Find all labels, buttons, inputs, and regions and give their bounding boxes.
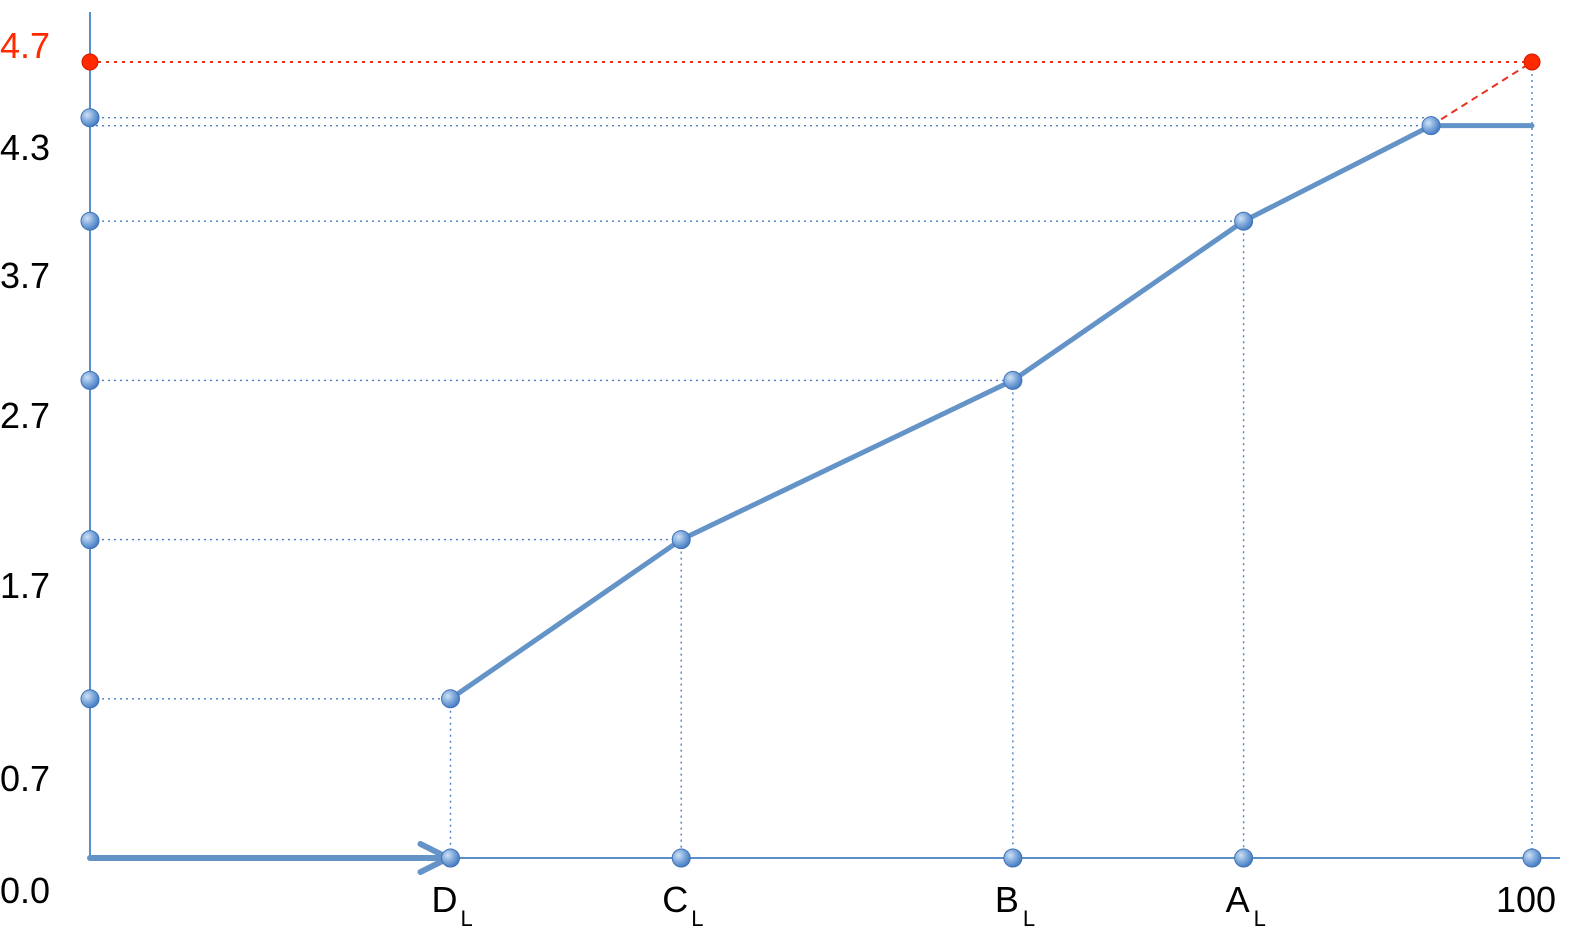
x-tick-label: D xyxy=(432,879,458,920)
y-axis-marker-highlight xyxy=(81,53,99,71)
axes xyxy=(87,12,1560,875)
x-tick-label: C xyxy=(662,879,688,920)
y-tick-label: 3.7 xyxy=(0,255,50,296)
x-tick-label-subscript: L xyxy=(691,906,703,931)
extension-point xyxy=(1523,53,1541,71)
guide-lines xyxy=(90,61,1533,858)
y-tick-label: 1.7 xyxy=(0,565,50,606)
labels-layer: 0.00.71.72.73.74.34.7D L C L B L A L 100 xyxy=(0,25,1556,931)
y-axis-marker xyxy=(80,689,100,709)
y-axis-marker xyxy=(80,370,100,390)
y-tick-label: 0.7 xyxy=(0,758,50,799)
y-axis-marker xyxy=(80,530,100,550)
x-tick-label-subscript: L xyxy=(461,906,473,931)
markers-layer xyxy=(80,53,1542,868)
series-layer xyxy=(448,61,1535,702)
y-axis-marker xyxy=(80,108,100,128)
series-line xyxy=(448,123,1535,702)
x-axis-marker xyxy=(671,848,691,868)
data-point xyxy=(1003,370,1023,390)
x-tick-label-subscript: L xyxy=(1254,906,1266,931)
y-tick-label: 4.3 xyxy=(0,127,50,168)
x-tick-label-subscript: L xyxy=(1023,906,1035,931)
data-point xyxy=(671,530,691,550)
x-tick-label: B xyxy=(995,879,1019,920)
x-axis-marker xyxy=(441,848,460,868)
y-tick-label: 4.7 xyxy=(0,25,50,66)
x-tick-label: A xyxy=(1226,879,1250,920)
data-point xyxy=(1234,211,1254,231)
x-axis-marker xyxy=(1522,848,1542,868)
x-axis-marker xyxy=(1003,848,1023,868)
extension-line xyxy=(1430,61,1533,127)
x-axis-marker xyxy=(1234,848,1254,868)
x-tick-label: 100 xyxy=(1496,879,1556,920)
y-tick-label: 2.7 xyxy=(0,395,50,436)
y-axis-marker xyxy=(80,211,100,231)
y-tick-label: 0.0 xyxy=(0,870,50,911)
data-point xyxy=(1421,116,1441,136)
data-point xyxy=(441,689,460,709)
